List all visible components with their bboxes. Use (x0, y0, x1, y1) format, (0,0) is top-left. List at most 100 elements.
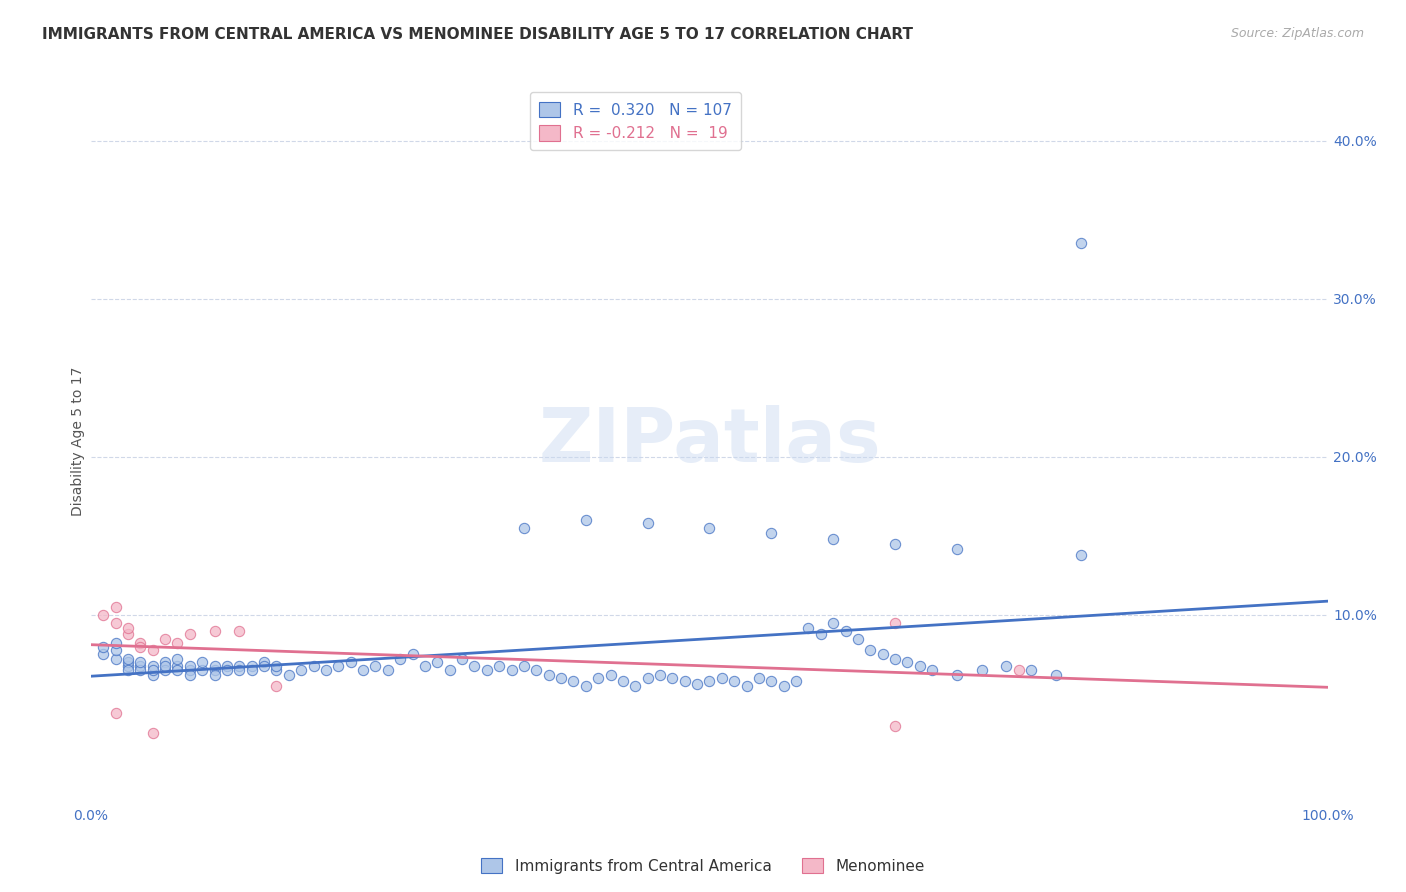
Point (339, 656, 361, 670)
Point (612, 674, 634, 689)
Point (970, 663, 993, 677)
Point (1070, 548, 1092, 562)
Point (215, 658, 238, 673)
Point (364, 658, 387, 673)
Point (884, 718, 907, 732)
Point (710, 671, 733, 685)
Point (179, 668, 201, 682)
Point (91, 640, 114, 654)
Point (253, 656, 276, 670)
Point (142, 726, 165, 740)
Point (501, 663, 523, 677)
Point (129, 663, 152, 677)
Point (823, 615, 845, 630)
Point (686, 677, 709, 691)
Point (142, 663, 165, 677)
Point (240, 663, 263, 677)
Point (191, 656, 214, 670)
Point (129, 658, 152, 673)
Point (401, 648, 423, 662)
Point (228, 658, 250, 673)
Point (537, 668, 560, 682)
Point (253, 658, 276, 673)
Point (104, 706, 127, 720)
Point (884, 537, 907, 551)
Point (599, 668, 621, 682)
Point (513, 521, 536, 535)
Point (266, 679, 288, 693)
Point (451, 652, 474, 666)
Point (586, 671, 609, 685)
Point (117, 658, 139, 673)
Point (142, 658, 165, 673)
Point (946, 541, 969, 556)
Point (228, 624, 250, 638)
Point (426, 656, 449, 670)
Point (142, 668, 165, 682)
Point (785, 674, 807, 689)
Point (352, 663, 374, 677)
Point (266, 658, 288, 673)
Point (475, 663, 498, 677)
Point (699, 521, 721, 535)
Text: ZIPatlas: ZIPatlas (538, 405, 880, 477)
Point (772, 679, 794, 693)
Point (1008, 663, 1031, 677)
Point (204, 668, 226, 682)
Point (277, 668, 299, 682)
Point (117, 652, 139, 666)
Point (575, 513, 598, 527)
Point (575, 679, 598, 693)
Point (117, 663, 139, 677)
Point (204, 663, 226, 677)
Point (104, 642, 127, 657)
Point (166, 663, 188, 677)
Point (637, 516, 659, 531)
Point (290, 663, 312, 677)
Point (215, 663, 238, 677)
Point (884, 615, 907, 630)
Point (908, 658, 931, 673)
Text: IMMIGRANTS FROM CENTRAL AMERICA VS MENOMINEE DISABILITY AGE 5 TO 17 CORRELATION : IMMIGRANTS FROM CENTRAL AMERICA VS MENOM… (42, 27, 912, 42)
Point (921, 663, 943, 677)
Point (834, 624, 856, 638)
Point (179, 658, 201, 673)
Point (550, 671, 572, 685)
Point (228, 663, 250, 677)
Text: Source: ZipAtlas.com: Source: ZipAtlas.com (1230, 27, 1364, 40)
Y-axis label: Disability Age 5 to 17: Disability Age 5 to 17 (72, 367, 86, 516)
Point (129, 656, 152, 670)
Point (104, 636, 127, 650)
Point (129, 640, 152, 654)
Point (240, 658, 263, 673)
Legend: Immigrants from Central America, Menominee: Immigrants from Central America, Menomin… (475, 852, 931, 880)
Point (266, 663, 288, 677)
Point (153, 656, 176, 670)
Point (204, 658, 226, 673)
Point (166, 652, 188, 666)
Point (179, 627, 201, 641)
Point (524, 663, 547, 677)
Point (166, 658, 188, 673)
Point (995, 658, 1018, 673)
Point (488, 658, 510, 673)
Point (179, 663, 201, 677)
Point (699, 674, 721, 689)
Point (896, 656, 918, 670)
Point (91, 648, 114, 662)
Point (673, 674, 696, 689)
Point (129, 636, 152, 650)
Point (104, 652, 127, 666)
Point (104, 615, 127, 630)
Point (377, 663, 399, 677)
Point (1045, 668, 1067, 682)
Point (1019, 663, 1042, 677)
Point (735, 679, 758, 693)
Point (748, 671, 770, 685)
Point (797, 621, 820, 635)
Point (315, 663, 337, 677)
Point (810, 627, 832, 641)
Point (389, 652, 412, 666)
Point (104, 600, 127, 615)
Point (723, 674, 745, 689)
